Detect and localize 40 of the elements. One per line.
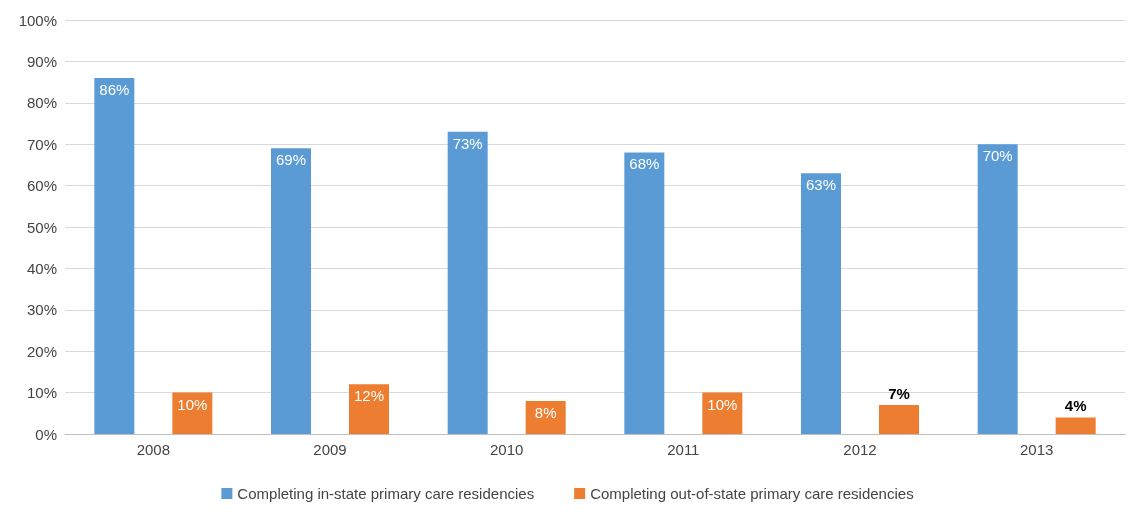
data-label: 4% <box>1064 397 1087 415</box>
x-tick-label: 2009 <box>313 441 347 458</box>
y-tick-label: 60% <box>26 177 57 195</box>
bar <box>879 405 919 434</box>
data-label: 70% <box>982 147 1013 165</box>
y-tick-label: 20% <box>26 342 57 360</box>
legend-label: Completing in-state primary care residencies <box>237 485 535 502</box>
bar <box>1055 417 1096 434</box>
y-tick-label: 10% <box>26 384 57 402</box>
bar <box>624 152 665 434</box>
bar <box>349 384 389 434</box>
bar <box>977 144 1018 434</box>
y-tick-label: 40% <box>26 259 57 277</box>
x-tick-label: 2008 <box>136 441 171 458</box>
y-tick-label: 30% <box>26 301 57 319</box>
x-tick-label: 2010 <box>489 441 524 458</box>
data-label: 63% <box>805 176 837 194</box>
data-label: 12% <box>353 387 385 405</box>
y-tick-label: 0% <box>35 425 57 443</box>
y-tick-label: 70% <box>26 135 57 153</box>
data-label: 8% <box>534 403 557 421</box>
data-label: 69% <box>275 151 307 169</box>
bar <box>271 148 311 434</box>
y-tick-label: 50% <box>26 218 57 236</box>
data-label: 68% <box>629 155 660 173</box>
data-label: 86% <box>99 80 130 98</box>
bar <box>94 77 135 434</box>
y-tick-label: 90% <box>26 52 57 70</box>
data-label: 10% <box>177 395 208 413</box>
x-tick-label: 2012 <box>843 441 877 458</box>
y-tick-label: 100% <box>18 11 57 29</box>
legend-label: Completing out-of-state primary care residencies <box>590 485 914 502</box>
bar <box>801 173 841 434</box>
x-tick-label: 2011 <box>667 441 700 458</box>
data-label: 73% <box>452 134 483 152</box>
bar <box>447 131 488 434</box>
data-label: 10% <box>707 395 738 413</box>
y-tick-label: 80% <box>26 94 57 112</box>
data-label: 7% <box>888 385 910 403</box>
x-tick-label: 2013 <box>1019 441 1054 458</box>
